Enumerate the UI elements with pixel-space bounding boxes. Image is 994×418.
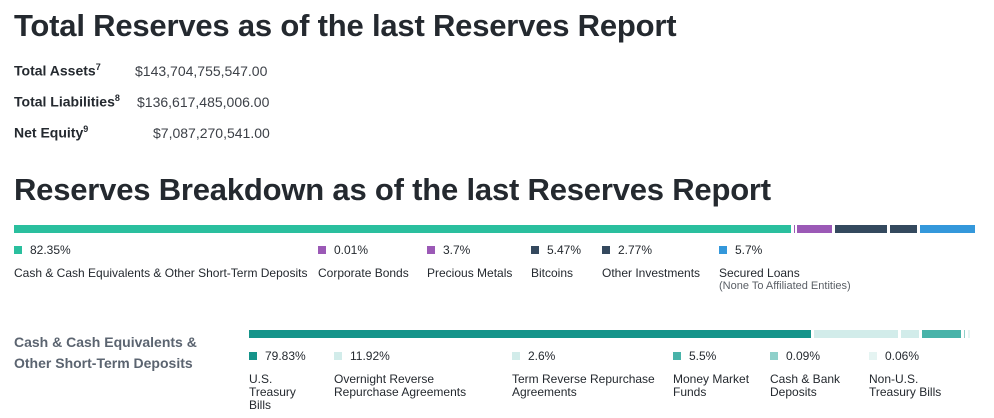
reserves-bar-segment[interactable] (797, 225, 833, 233)
reserves-legend-item: 5.47% Bitcoins (531, 243, 581, 280)
legend-pct-row: 0.01% (318, 243, 409, 257)
legend-percent: 0.06% (885, 349, 920, 363)
legend-label: Cash & Bank Deposits (770, 372, 841, 399)
legend-label: Term Reverse Repurchase Agreements (512, 372, 655, 399)
legend-pct-row: 79.83% (249, 349, 306, 363)
legend-swatch (318, 246, 326, 254)
legend-label: Cash & Cash Equivalents & Other Short-Te… (14, 266, 308, 280)
cash-equivalents-bar (249, 330, 970, 338)
legend-pct-row: 5.5% (673, 349, 749, 363)
reserves-legend-item: 3.7% Precious Metals (427, 243, 512, 280)
legend-label: Precious Metals (427, 266, 513, 280)
legend-label: Secured Loans (719, 266, 800, 280)
legend-percent: 11.92% (350, 349, 390, 363)
cash-bar-segment[interactable] (967, 330, 970, 338)
reserves-legend-item: 2.77% Other Investments (602, 243, 700, 280)
legend-swatch (512, 352, 520, 360)
cash-bar-segment[interactable] (922, 330, 961, 338)
legend-swatch (249, 352, 257, 360)
total-reserves-title: Total Reserves as of the last Reserves R… (14, 8, 677, 43)
legend-percent: 0.01% (334, 243, 369, 257)
legend-label: Non-U.S. Treasury Bills (869, 372, 942, 399)
cash-bar-segment[interactable] (900, 330, 920, 338)
legend-percent: 5.7% (735, 243, 763, 257)
cash-legend-item: 79.83% U.S. Treasury Bills (249, 349, 306, 412)
legend-swatch (334, 352, 342, 360)
legend-pct-row: 2.6% (512, 349, 655, 363)
cash-legend-item: 5.5% Money Market Funds (673, 349, 749, 399)
legend-swatch (719, 246, 727, 254)
cash-equivalents-section-label: Cash & Cash Equivalents & Other Short-Te… (14, 334, 197, 371)
legend-pct-row: 5.7% (719, 243, 851, 257)
legend-pct-row: 0.09% (770, 349, 840, 363)
reserves-breakdown-bar (14, 225, 975, 233)
reserves-bar-segment[interactable] (14, 225, 792, 233)
legend-label: U.S. Treasury Bills (249, 372, 296, 412)
legend-label: Other Investments (602, 266, 701, 280)
net-equity-value: $7,087,270,541.00 (153, 125, 270, 141)
reserves-bar-segment[interactable] (890, 225, 917, 233)
legend-swatch (869, 352, 877, 360)
cash-bar-segment[interactable] (963, 330, 965, 338)
legend-swatch (427, 246, 435, 254)
legend-swatch (14, 246, 22, 254)
legend-pct-row: 82.35% (14, 243, 307, 257)
total-liabilities-label: Total Liabilities8 (14, 93, 120, 110)
cash-legend-item: 0.09% Cash & Bank Deposits (770, 349, 840, 399)
legend-percent: 5.5% (689, 349, 717, 363)
legend-pct-row: 5.47% (531, 243, 581, 257)
legend-percent: 3.7% (443, 243, 471, 257)
total-assets-label: Total Assets7 (14, 62, 101, 79)
legend-swatch (770, 352, 778, 360)
cash-legend-item: 2.6% Term Reverse Repurchase Agreements (512, 349, 655, 399)
legend-label: Money Market Funds (673, 372, 750, 399)
reserves-breakdown-title: Reserves Breakdown as of the last Reserv… (14, 172, 771, 207)
legend-swatch (531, 246, 539, 254)
legend-percent: 2.77% (618, 243, 653, 257)
footnote-7[interactable]: 7 (95, 62, 101, 72)
legend-label: Bitcoins (531, 266, 574, 280)
footnote-9[interactable]: 9 (83, 124, 89, 134)
legend-pct-row: 11.92% (334, 349, 466, 363)
total-liabilities-value: $136,617,485,006.00 (137, 94, 270, 110)
reserves-legend-item: 0.01% Corporate Bonds (318, 243, 409, 280)
legend-label: Corporate Bonds (318, 266, 409, 280)
reserves-legend-item: 5.7% Secured Loans (None To Affiliated Ent… (719, 243, 851, 293)
cash-legend-item: 0.06% Non-U.S. Treasury Bills (869, 349, 941, 399)
net-equity-label: Net Equity9 (14, 124, 89, 141)
legend-percent: 82.35% (30, 243, 71, 257)
legend-percent: 79.83% (265, 349, 306, 363)
cash-bar-segment[interactable] (249, 330, 811, 338)
legend-sublabel: (None To Affiliated Entities) (719, 280, 851, 292)
cash-legend-item: 11.92% Overnight Reverse Repurchase Agree… (334, 349, 466, 399)
legend-pct-row: 0.06% (869, 349, 941, 363)
reserves-legend-item: 82.35% Cash & Cash Equivalents & Other Sh… (14, 243, 307, 280)
legend-swatch (602, 246, 610, 254)
legend-percent: 0.09% (786, 349, 821, 363)
cash-bar-segment[interactable] (814, 330, 898, 338)
reserves-bar-segment[interactable] (919, 225, 975, 233)
legend-label: Overnight Reverse Repurchase Agreements (334, 372, 467, 399)
legend-percent: 5.47% (547, 243, 582, 257)
legend-percent: 2.6% (528, 349, 556, 363)
legend-pct-row: 3.7% (427, 243, 512, 257)
total-assets-value: $143,704,755,547.00 (135, 63, 268, 79)
legend-pct-row: 2.77% (602, 243, 700, 257)
reserves-bar-segment[interactable] (835, 225, 888, 233)
footnote-8[interactable]: 8 (114, 93, 120, 103)
legend-swatch (673, 352, 681, 360)
